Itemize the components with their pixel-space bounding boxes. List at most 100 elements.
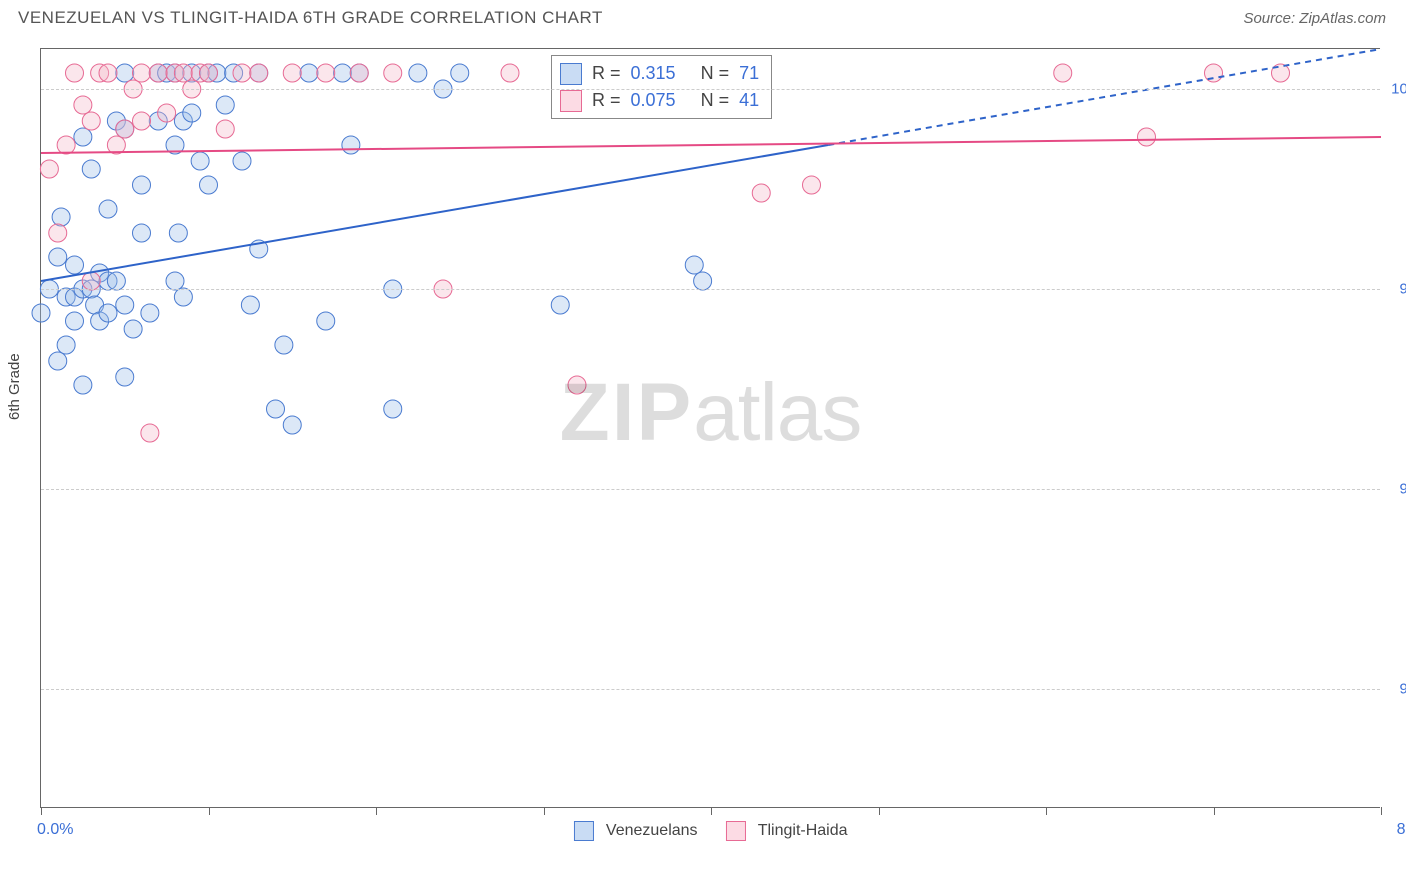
- correlation-stats-legend: R = 0.315 N = 71 R = 0.075 N = 41: [551, 55, 772, 119]
- legend-item-tlingit-haida: Tlingit-Haida: [726, 821, 848, 841]
- gridline: [41, 489, 1380, 490]
- data-point: [116, 64, 134, 82]
- legend-item-venezuelans: Venezuelans: [573, 821, 697, 841]
- data-point: [49, 352, 67, 370]
- source-attribution: Source: ZipAtlas.com: [1243, 10, 1386, 27]
- data-point: [183, 104, 201, 122]
- data-point: [99, 304, 117, 322]
- y-tick-label: 95.0%: [1399, 481, 1406, 498]
- data-point: [74, 96, 92, 114]
- data-point: [57, 136, 75, 154]
- data-point: [200, 176, 218, 194]
- data-point: [57, 336, 75, 354]
- x-tick: [1046, 807, 1047, 815]
- y-tick-label: 100.0%: [1391, 81, 1406, 98]
- data-point: [174, 288, 192, 306]
- data-point: [1054, 64, 1072, 82]
- data-point: [568, 376, 586, 394]
- data-point: [141, 424, 159, 442]
- data-point: [49, 224, 67, 242]
- data-point: [1138, 128, 1156, 146]
- stats-row-venezuelans: R = 0.315 N = 71: [560, 60, 759, 87]
- data-point: [133, 64, 151, 82]
- data-point: [82, 112, 100, 130]
- data-point: [49, 248, 67, 266]
- data-point: [685, 256, 703, 274]
- data-point: [216, 96, 234, 114]
- data-point: [107, 272, 125, 290]
- chart-plot-area: ZIPatlas R = 0.315 N = 71 R = 0.075 N = …: [40, 48, 1380, 808]
- data-point: [694, 272, 712, 290]
- data-point: [342, 136, 360, 154]
- data-point: [233, 64, 251, 82]
- data-point: [275, 336, 293, 354]
- x-tick: [1381, 807, 1382, 815]
- data-point: [283, 64, 301, 82]
- gridline: [41, 89, 1380, 90]
- data-point: [158, 104, 176, 122]
- data-point: [124, 320, 142, 338]
- y-tick-label: 97.5%: [1399, 281, 1406, 298]
- data-point: [74, 128, 92, 146]
- data-point: [233, 152, 251, 170]
- data-point: [82, 272, 100, 290]
- data-point: [82, 160, 100, 178]
- data-point: [149, 64, 167, 82]
- x-tick: [711, 807, 712, 815]
- data-point: [350, 64, 368, 82]
- data-point: [116, 296, 134, 314]
- data-point: [283, 416, 301, 434]
- data-point: [40, 160, 58, 178]
- data-point: [169, 224, 187, 242]
- x-axis-min-label: 0.0%: [37, 821, 73, 839]
- chart-title: VENEZUELAN VS TLINGIT-HAIDA 6TH GRADE CO…: [18, 8, 603, 28]
- data-point: [216, 120, 234, 138]
- data-point: [141, 304, 159, 322]
- swatch-venezuelans: [560, 63, 582, 85]
- legend-swatch-venezuelans: [573, 821, 593, 841]
- trend-line-extrapolated: [828, 49, 1381, 145]
- data-point: [384, 64, 402, 82]
- data-point: [99, 200, 117, 218]
- x-tick: [544, 807, 545, 815]
- gridline: [41, 289, 1380, 290]
- data-point: [66, 64, 84, 82]
- data-point: [66, 256, 84, 274]
- data-point: [241, 296, 259, 314]
- x-axis-max-label: 80.0%: [1397, 821, 1406, 839]
- data-point: [803, 176, 821, 194]
- data-point: [1205, 64, 1223, 82]
- data-point: [300, 64, 318, 82]
- data-point: [66, 312, 84, 330]
- trend-line: [41, 137, 1381, 153]
- data-point: [317, 312, 335, 330]
- data-point: [116, 368, 134, 386]
- data-point: [200, 64, 218, 82]
- data-point: [99, 64, 117, 82]
- trend-line: [41, 145, 828, 281]
- data-point: [174, 64, 192, 82]
- data-point: [166, 272, 184, 290]
- y-tick-label: 92.5%: [1399, 681, 1406, 698]
- x-tick: [41, 807, 42, 815]
- data-point: [74, 376, 92, 394]
- data-point: [551, 296, 569, 314]
- data-point: [384, 400, 402, 418]
- swatch-tlingit-haida: [560, 90, 582, 112]
- data-point: [409, 64, 427, 82]
- data-point: [116, 120, 134, 138]
- series-legend: Venezuelans Tlingit-Haida: [573, 821, 847, 841]
- x-tick: [879, 807, 880, 815]
- data-point: [752, 184, 770, 202]
- data-point: [250, 64, 268, 82]
- legend-swatch-tlingit-haida: [726, 821, 746, 841]
- stats-row-tlingit-haida: R = 0.075 N = 41: [560, 87, 759, 114]
- data-point: [334, 64, 352, 82]
- x-tick: [376, 807, 377, 815]
- data-point: [133, 112, 151, 130]
- data-point: [267, 400, 285, 418]
- data-point: [451, 64, 469, 82]
- x-tick: [1214, 807, 1215, 815]
- data-point: [501, 64, 519, 82]
- gridline: [41, 689, 1380, 690]
